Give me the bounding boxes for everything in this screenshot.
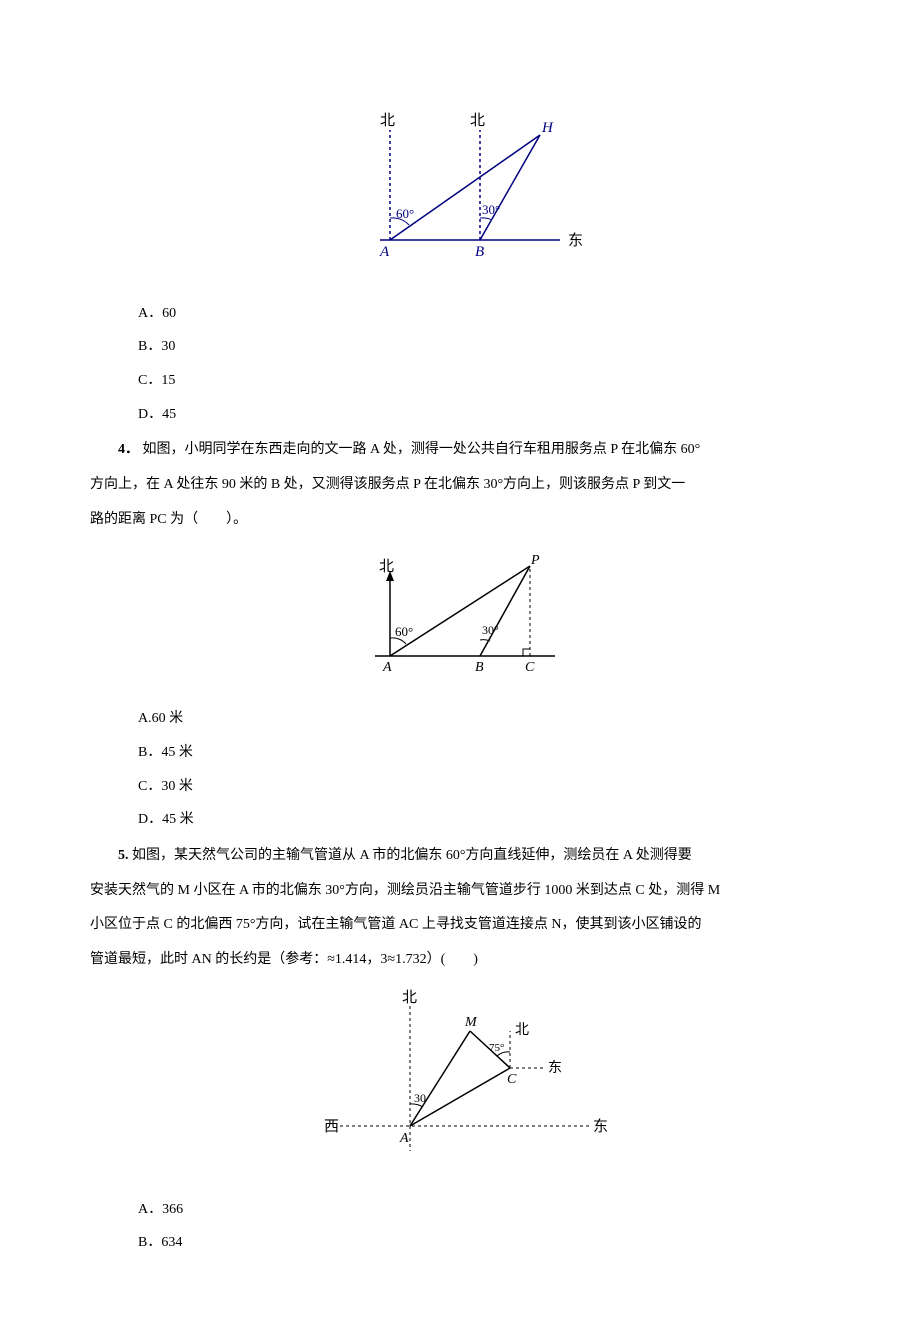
q4-ang30: 30° (482, 623, 499, 637)
q3-opt-b: B．30 (90, 330, 830, 364)
q5-east1: 东 (593, 1118, 608, 1135)
q5-num: 5. (118, 848, 129, 863)
q5-ang75: 75° (489, 1042, 504, 1054)
q3-B: B (475, 244, 484, 260)
q3-north1: 北 (380, 112, 395, 129)
q5-A: A (399, 1131, 409, 1146)
q3-opt-a: A．60 (90, 297, 830, 331)
page: 北 北 东 H A B 60° 30° A．60 B．30 C．15 D．45 … (0, 0, 920, 1320)
q4-opt-a: A.60 米 (90, 702, 830, 736)
q4-svg: 北 A B C P 60° 30° (345, 546, 575, 676)
q5-north2: 北 (515, 1022, 529, 1038)
q4-para-2: 方向上，在 A 处往东 90 米的 B 处，又测得该服务点 P 在北偏东 30°… (90, 470, 830, 501)
q4-opt-b: B．45 米 (90, 736, 830, 770)
q5-opt-b: B．634 (90, 1226, 830, 1260)
q3-ang60: 60° (396, 206, 414, 221)
q4-P: P (530, 553, 540, 568)
q3-opt-c: C．15 (90, 364, 830, 398)
q5-para-1: 5. 如图，某天然气公司的主输气管道从 A 市的北偏东 60°方向直线延伸，测绘… (90, 841, 830, 872)
q3-A: A (379, 244, 390, 260)
q5-M: M (464, 1015, 478, 1030)
q5-C: C (507, 1072, 517, 1087)
q4-C: C (525, 660, 535, 675)
q4-A: A (382, 660, 392, 675)
q4-north: 北 (379, 558, 394, 575)
q4-ang60: 60° (395, 624, 413, 639)
q5-text-a: 如图，某天然气公司的主输气管道从 A 市的北偏东 60°方向直线延伸，测绘员在 … (132, 848, 692, 863)
q4-num: 4． (118, 442, 139, 457)
q5-east2: 东 (548, 1060, 562, 1076)
q3-H: H (541, 120, 554, 136)
q5-north1: 北 (402, 989, 417, 1006)
q4-figure: 北 A B C P 60° 30° (90, 546, 830, 689)
q5-svg: 北 北 西 东 东 A M C 30 75° (310, 986, 610, 1166)
q3-north2: 北 (470, 112, 485, 129)
q4-para-3: 路的距离 PC 为（ ）。 (90, 505, 830, 536)
q5-west: 西 (324, 1119, 339, 1135)
q5-opt-a: A．366 (90, 1193, 830, 1227)
q3-opt-d: D．45 (90, 398, 830, 432)
q4-B: B (475, 660, 484, 675)
q5-para-3: 小区位于点 C 的北偏西 75°方向，试在主输气管道 AC 上寻找支管道连接点 … (90, 910, 830, 941)
q3-svg: 北 北 东 H A B 60° 30° (330, 110, 590, 270)
q4-text-a: 如图，小明同学在东西走向的文一路 A 处，测得一处公共自行车租用服务点 P 在北… (143, 442, 701, 457)
q4-opt-c: C．30 米 (90, 770, 830, 804)
q3-east: 东 (568, 232, 583, 249)
q5-ang30: 30 (414, 1091, 426, 1105)
q5-figure: 北 北 西 东 东 A M C 30 75° (90, 986, 830, 1179)
q5-para-2: 安装天然气的 M 小区在 A 市的北偏东 30°方向，测绘员沿主输气管道步行 1… (90, 876, 830, 907)
q5-para-4: 管道最短，此时 AN 的长约是（参考：≈1.414，3≈1.732）( ) (90, 945, 830, 976)
q3-ang30: 30° (482, 202, 500, 217)
q4-opt-d: D．45 米 (90, 803, 830, 837)
q4-para-1: 4． 如图，小明同学在东西走向的文一路 A 处，测得一处公共自行车租用服务点 P… (90, 435, 830, 466)
q3-figure: 北 北 东 H A B 60° 30° (90, 110, 830, 283)
